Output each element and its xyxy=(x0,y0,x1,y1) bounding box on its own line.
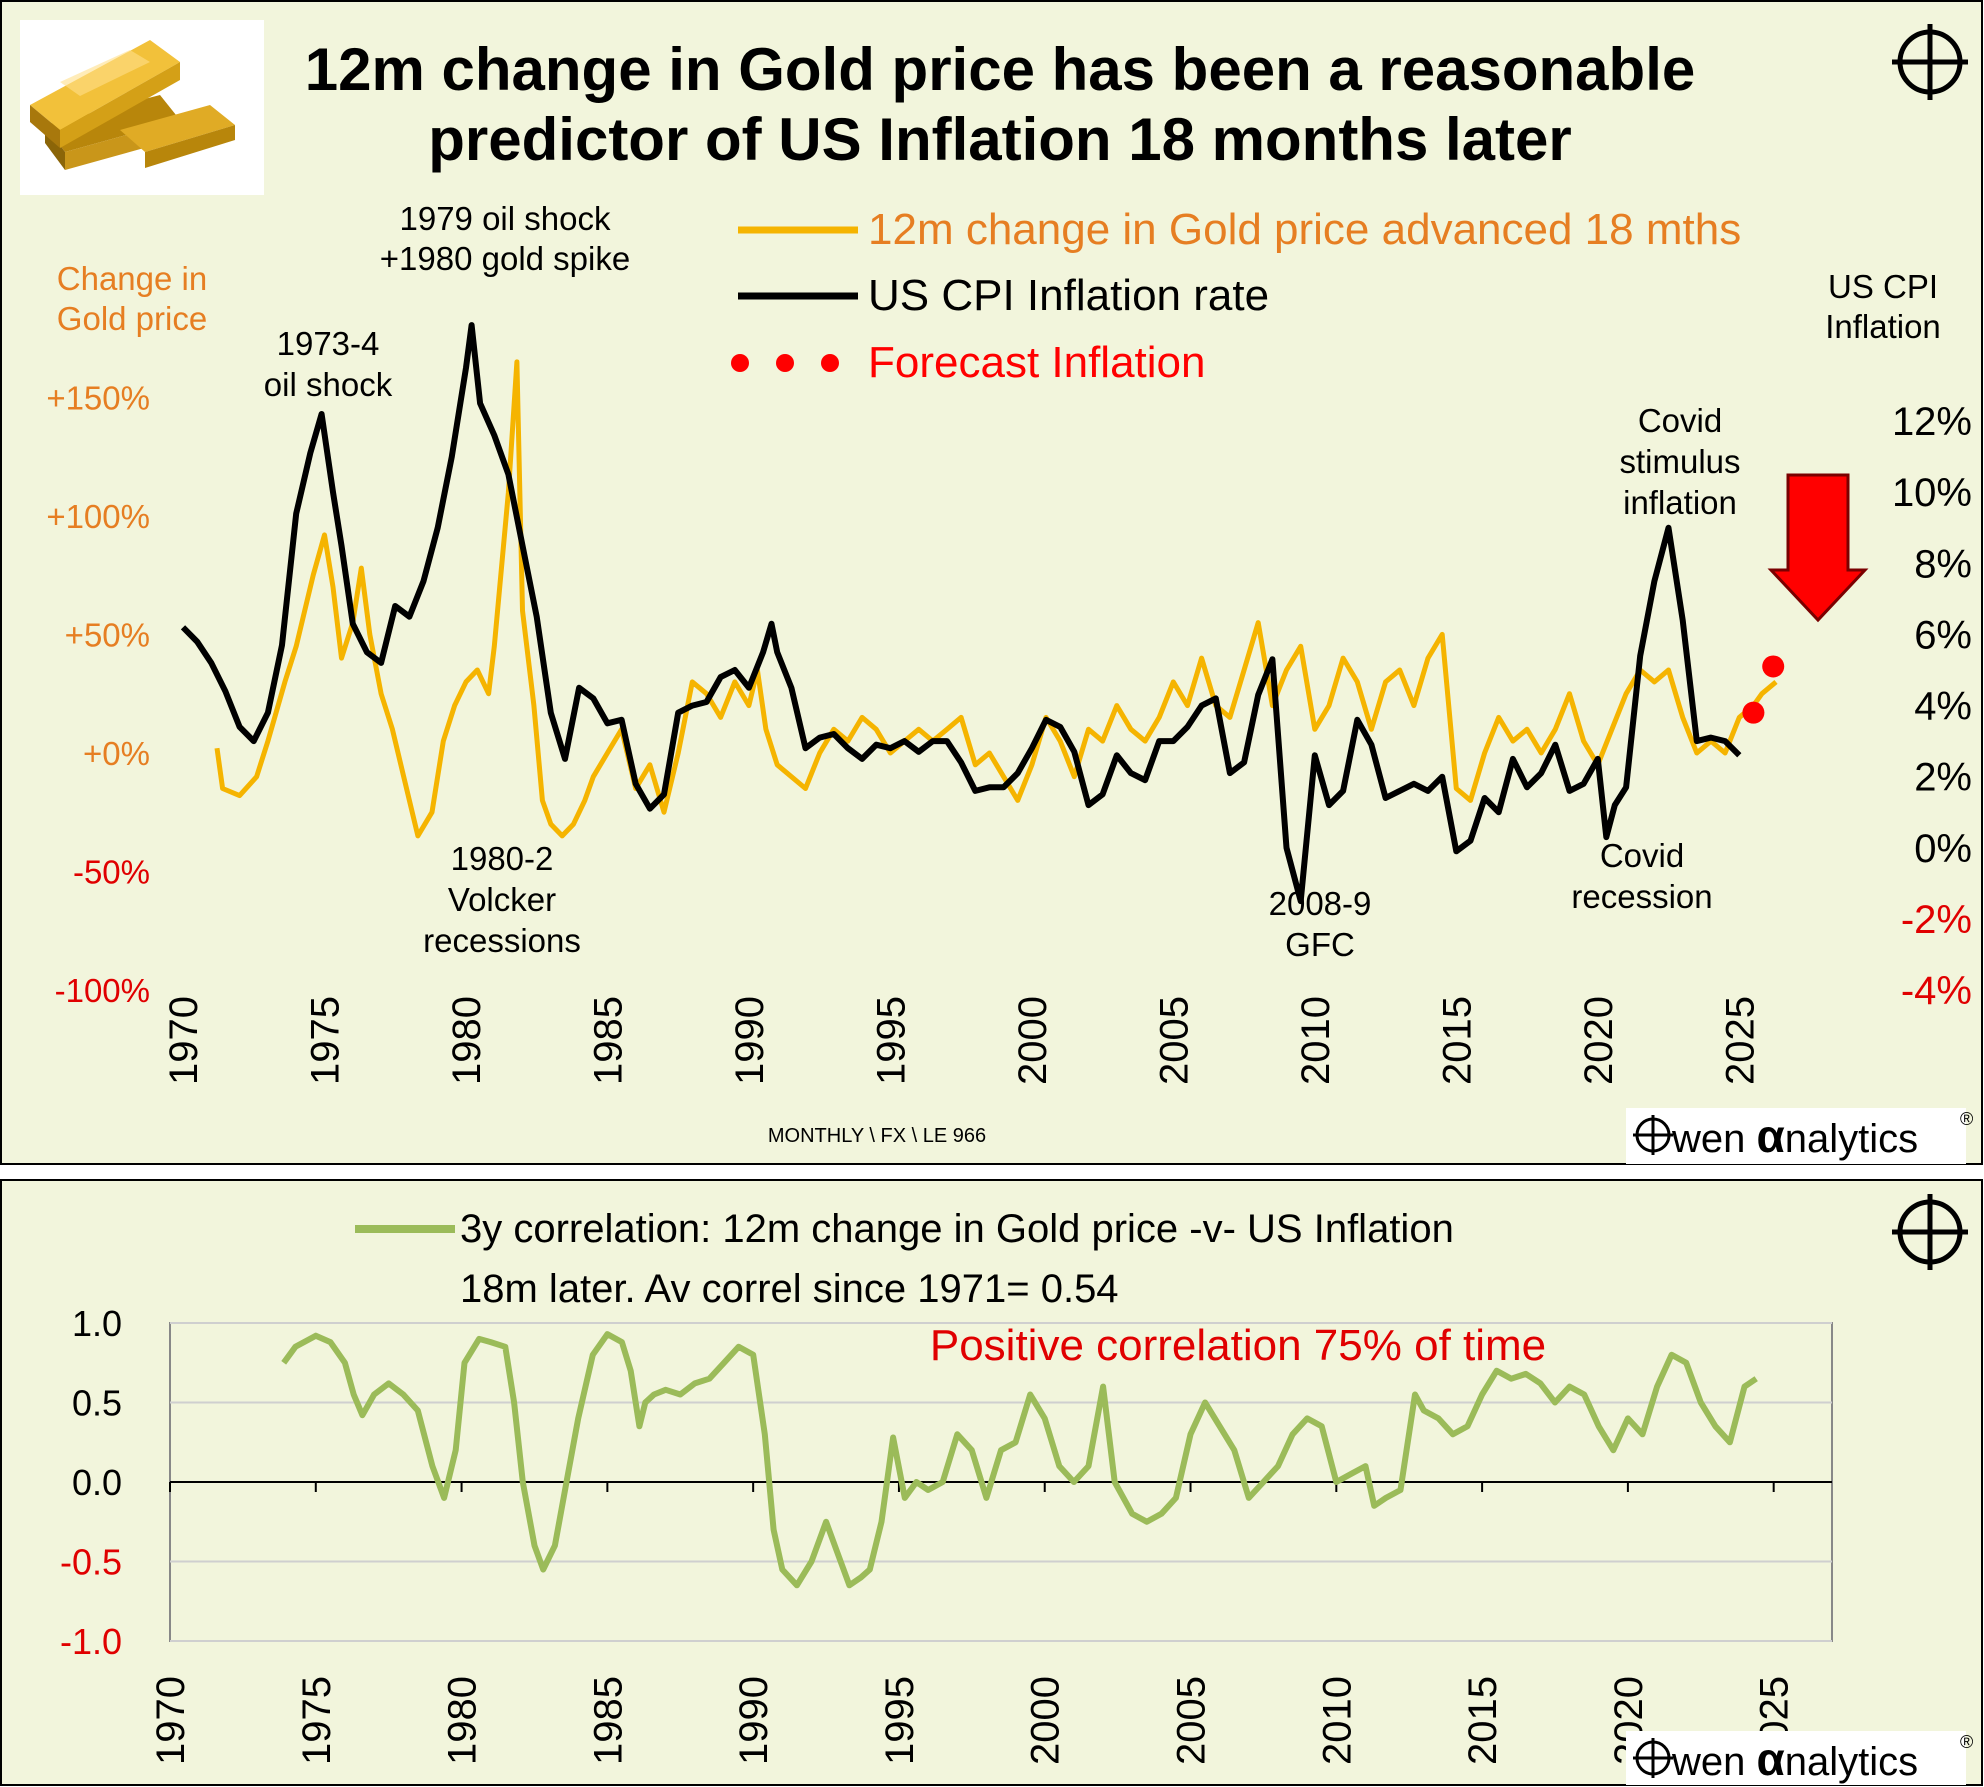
x-axis-tick-label: 1990 xyxy=(728,996,772,1085)
correlation-x-tick-label: 2005 xyxy=(1170,1676,1214,1765)
correlation-x-tick-label: 2015 xyxy=(1461,1676,1505,1765)
svg-text:wen αnalytics: wen αnalytics xyxy=(1671,1110,1918,1162)
correlation-y-tick-label: 0.0 xyxy=(72,1462,122,1503)
left-axis-tick-label: +150% xyxy=(46,379,150,416)
chart-title-line1: 12m change in Gold price has been a reas… xyxy=(305,36,1696,103)
x-axis-tick-label: 1985 xyxy=(586,996,630,1085)
brand-registered-mark: ® xyxy=(1960,1732,1973,1752)
annotation-1979-line2: +1980 gold spike xyxy=(380,240,630,277)
x-axis-tick-label: 1970 xyxy=(162,996,206,1085)
x-axis-tick-label: 2015 xyxy=(1435,996,1479,1085)
annotation-covid-stimulus-line3: inflation xyxy=(1623,484,1737,521)
right-axis-tick-label: 4% xyxy=(1914,685,1972,729)
correlation-x-tick-label: 1970 xyxy=(149,1676,193,1765)
x-axis-tick-label: 2020 xyxy=(1577,996,1621,1085)
svg-text:wen αnalytics: wen αnalytics xyxy=(1671,1733,1918,1785)
correlation-series-line xyxy=(281,1331,1758,1589)
annotation-covid-recession-line1: Covid xyxy=(1600,837,1684,874)
brand-text-post: nalytics xyxy=(1785,1740,1918,1784)
crosshair-logo-icon xyxy=(1892,1194,1968,1270)
left-axis-tick-label: -50% xyxy=(73,853,150,890)
left-axis-title-line1: Change in xyxy=(57,260,207,297)
right-axis-tick-label: 0% xyxy=(1914,827,1972,871)
right-axis-tick-label: 10% xyxy=(1892,471,1972,515)
left-axis-tick-label: +50% xyxy=(65,616,150,653)
brand-logo: wen αnalytics ® xyxy=(1626,1108,1973,1164)
right-axis-tick-label: 12% xyxy=(1892,400,1972,444)
annotation-1973-line2: oil shock xyxy=(264,366,393,403)
correlation-y-tick-label: -1.0 xyxy=(60,1621,122,1662)
footnote: MONTHLY \ FX \ LE 966 xyxy=(768,1125,986,1147)
correlation-x-tick-label: 2010 xyxy=(1315,1676,1359,1765)
legend-forecast-label: Forecast Inflation xyxy=(868,338,1206,387)
crosshair-logo-icon xyxy=(1892,24,1968,100)
brand-text-pre: wen xyxy=(1671,1740,1757,1784)
top-panel-background xyxy=(0,0,1983,1165)
brand-text-post: nalytics xyxy=(1785,1117,1918,1161)
annotation-volcker-line2: Volcker xyxy=(448,881,556,918)
correlation-x-tick-label: 1980 xyxy=(441,1676,485,1765)
annotation-volcker-line3: recessions xyxy=(423,922,581,959)
correlation-y-tick-label: 1.0 xyxy=(72,1303,122,1344)
correlation-legend-line2: 18m later. Av correl since 1971= 0.54 xyxy=(460,1267,1119,1311)
right-axis-title-line1: US CPI xyxy=(1828,268,1938,305)
x-axis-tick-label: 1975 xyxy=(303,996,347,1085)
correlation-y-tick-label: 0.5 xyxy=(72,1383,122,1424)
brand-logo: wen αnalytics ® xyxy=(1626,1731,1973,1785)
right-axis-tick-label: -2% xyxy=(1901,898,1972,942)
x-axis-tick-label: 2005 xyxy=(1152,996,1196,1085)
brand-crosshair-icon xyxy=(1633,1115,1673,1155)
correlation-x-tick-label: 1975 xyxy=(295,1676,339,1765)
left-axis-tick-label: +0% xyxy=(83,735,150,772)
right-axis-tick-label: 2% xyxy=(1914,756,1972,800)
brand-text-pre: wen xyxy=(1671,1117,1757,1161)
right-axis-tick-label: 8% xyxy=(1914,542,1972,586)
gold-bars-image xyxy=(20,20,264,195)
correlation-x-tick-label: 2000 xyxy=(1024,1676,1068,1765)
correlation-x-tick-label: 1985 xyxy=(586,1676,630,1765)
annotation-volcker-line1: 1980-2 xyxy=(451,840,554,877)
forecast-arrow-icon xyxy=(1767,473,1869,623)
left-axis-title-line2: Gold price xyxy=(57,300,207,337)
cpi-inflation-series-line xyxy=(180,322,1742,905)
correlation-y-tick-label: -0.5 xyxy=(60,1542,122,1583)
forecast-point xyxy=(1762,655,1785,678)
legend-cpi-label: US CPI Inflation rate xyxy=(868,271,1269,320)
correlation-x-tick-label: 1995 xyxy=(878,1676,922,1765)
left-axis-tick-label: +100% xyxy=(46,498,150,535)
forecast-point xyxy=(1742,701,1765,724)
left-axis-tick-label: -100% xyxy=(55,972,150,1009)
correlation-x-tick-label: 1990 xyxy=(732,1676,776,1765)
annotation-covid-stimulus-line1: Covid xyxy=(1638,402,1722,439)
positive-correlation-note: Positive correlation 75% of time xyxy=(930,1321,1546,1370)
annotation-gfc-line2: GFC xyxy=(1285,926,1355,963)
legend: 12m change in Gold price advanced 18 mth… xyxy=(731,205,1741,387)
brand-crosshair-icon xyxy=(1633,1738,1673,1778)
legend-gold-label: 12m change in Gold price advanced 18 mth… xyxy=(868,205,1741,254)
right-axis-tick-label: -4% xyxy=(1901,969,1972,1013)
right-axis-tick-label: 6% xyxy=(1914,613,1972,657)
annotation-gfc-line1: 2008-9 xyxy=(1269,885,1372,922)
legend-forecast-dot xyxy=(821,354,839,372)
chart-title-line2: predictor of US Inflation 18 months late… xyxy=(428,106,1571,173)
annotation-covid-recession-line2: recession xyxy=(1571,878,1712,915)
correlation-legend-line1: 3y correlation: 12m change in Gold price… xyxy=(460,1207,1454,1251)
x-axis-tick-label: 1980 xyxy=(445,996,489,1085)
annotation-covid-stimulus-line2: stimulus xyxy=(1619,443,1740,480)
x-axis-tick-label: 2025 xyxy=(1718,996,1762,1085)
x-axis-tick-label: 2010 xyxy=(1294,996,1338,1085)
x-axis-tick-label: 2000 xyxy=(1011,996,1055,1085)
brand-text-alpha: α xyxy=(1757,1733,1785,1785)
annotation-1973-line1: 1973-4 xyxy=(277,325,380,362)
legend-forecast-dot xyxy=(776,354,794,372)
x-axis-tick-label: 1995 xyxy=(869,996,913,1085)
annotation-1979-line1: 1979 oil shock xyxy=(400,200,611,237)
legend-forecast-dot xyxy=(731,354,749,372)
brand-text-alpha: α xyxy=(1757,1110,1785,1162)
right-axis-title-line2: Inflation xyxy=(1825,308,1941,345)
brand-registered-mark: ® xyxy=(1960,1109,1973,1129)
